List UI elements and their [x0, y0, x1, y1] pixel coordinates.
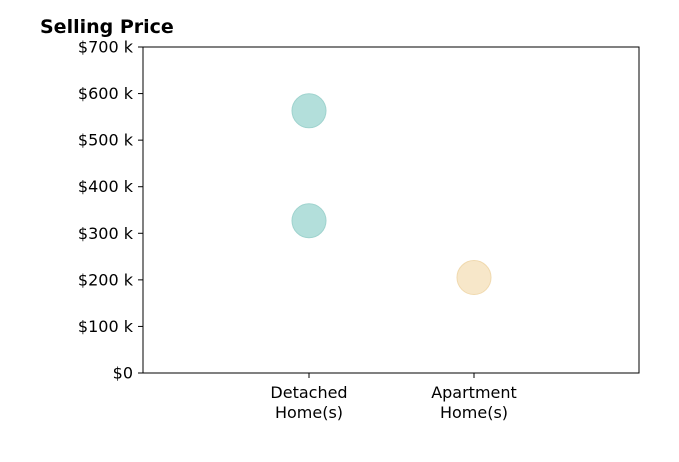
y-tick-label: $300 k: [78, 224, 134, 243]
y-tick-label: $200 k: [78, 270, 134, 289]
data-point: [291, 203, 327, 239]
x-tick-label: Detached Home(s): [270, 383, 347, 422]
plot-frame: [142, 46, 640, 374]
x-tick-label: Apartment Home(s): [431, 383, 517, 422]
data-point: [291, 93, 327, 129]
y-tick-label: $600 k: [78, 84, 134, 103]
x-tick-label-line: Home(s): [275, 403, 343, 422]
y-tick-label: $100 k: [78, 317, 134, 336]
y-axis: $0 $100 k $200 k $300 k $400 k $500 k $600 k $7…: [78, 38, 143, 383]
y-tick-label: $400 k: [78, 177, 134, 196]
data-points: [291, 93, 492, 296]
x-tick-label-line: Home(s): [440, 403, 508, 422]
data-point: [456, 260, 492, 296]
y-tick-label: $500 k: [78, 131, 134, 150]
y-tick-label: $700 k: [78, 38, 134, 57]
y-tick-label: $0: [113, 364, 133, 383]
chart-title: Selling Price: [40, 16, 174, 38]
x-tick-label-line: Apartment: [431, 383, 517, 402]
x-axis: Detached Home(s)Apartment Home(s): [270, 373, 517, 422]
x-tick-label-line: Detached: [270, 383, 347, 402]
